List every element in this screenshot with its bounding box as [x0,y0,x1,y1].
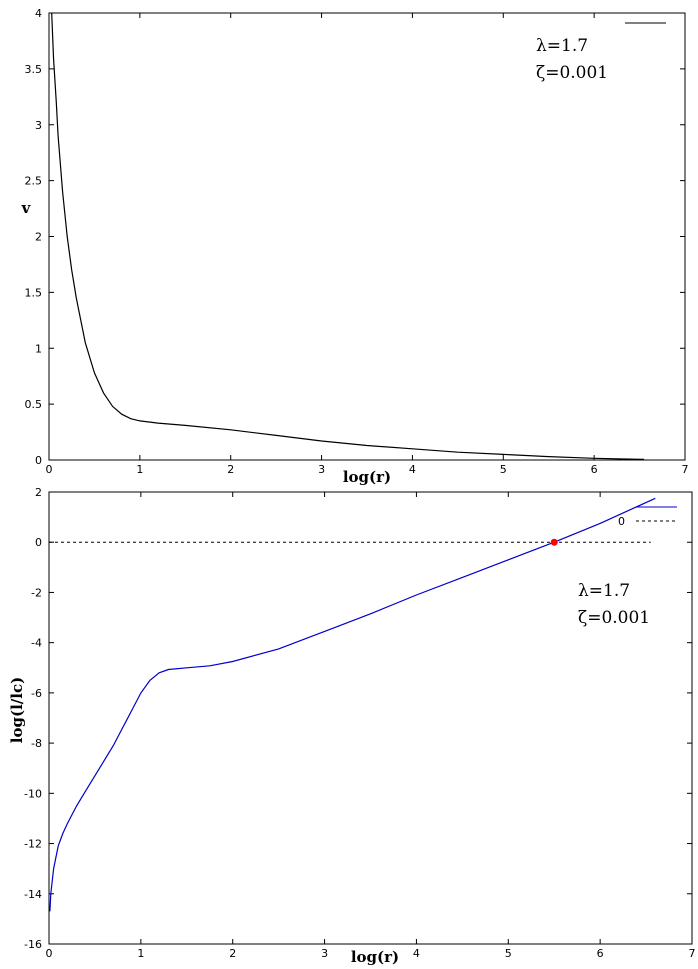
annotation-zeta: ζ=0.001 [578,608,650,628]
y-tick-label: -16 [24,938,42,951]
y-tick-label: 3.5 [25,63,43,76]
y-tick-label: 4 [35,7,42,20]
tick-group [48,491,693,945]
y-tick-label: 0 [35,454,42,467]
x-tick-label: 0 [46,947,53,960]
y-axis-label: log(l/lc) [8,677,26,743]
legend-label: 0 [618,515,625,528]
y-tick-label: -8 [31,737,42,750]
x-tick-label: 6 [597,947,604,960]
x-tick-label: 7 [689,947,696,960]
x-tick-label: 1 [137,947,144,960]
x-tick-label: 5 [505,947,512,960]
y-tick-label: -4 [31,637,42,650]
y-tick-label: -12 [24,838,42,851]
x-tick-label: 7 [682,463,689,476]
annotation-lambda: λ=1.7 [536,36,588,56]
x-tick-label: 3 [321,947,328,960]
y-tick-label: 2 [35,486,42,499]
y-tick-label: 2 [35,231,42,244]
y-tick-label: 0 [35,536,42,549]
annotation-lambda: λ=1.7 [578,581,630,601]
plot-frame [48,491,693,945]
annotation-zeta: ζ=0.001 [536,63,608,83]
y-tick-label: -6 [31,687,42,700]
x-axis-label: log(r) [351,948,399,966]
x-tick-label: 6 [591,463,598,476]
tick-group [48,12,686,461]
x-tick-label: 4 [413,947,420,960]
x-tick-label: 3 [318,463,325,476]
y-tick-label: 1.5 [25,286,43,299]
series-line [51,12,645,460]
x-tick-label: 0 [46,463,53,476]
critical-point-marker [550,538,558,546]
x-tick-label: 4 [409,463,416,476]
y-tick-label: 2.5 [25,175,43,188]
y-axis-label: v [21,199,32,217]
y-tick-label: 3 [35,119,42,132]
x-tick-label: 5 [500,463,507,476]
series-line [49,497,656,912]
x-tick-label: 2 [227,463,234,476]
tick-label-group: 0 1 2 3 4 5 6 7 -16 -14 -12 -10 -8 -6 -4 -2 0 2 [24,486,695,960]
tick-label-group: 0 1 2 3 4 5 6 7 0 0.5 1 1.5 2 2.5 3 3.5 4 [25,7,689,476]
x-axis-label: log(r) [343,468,391,486]
y-tick-label: 0.5 [25,398,43,411]
x-tick-label: 2 [229,947,236,960]
y-tick-label: -2 [31,586,42,599]
x-tick-label: 1 [136,463,143,476]
velocity-chart: 0 1 2 3 4 5 6 7 0 0.5 1 1.5 2 2.5 3 3.5 4 v log(r) λ=1.7… [21,7,689,486]
luminosity-chart: 0 1 2 3 4 5 6 7 -16 -14 -12 -10 -8 -6 -4 -2 0 2 0 log(l/l… [8,486,696,966]
y-tick-label: -10 [24,787,42,800]
y-tick-label: -14 [24,888,42,901]
y-tick-label: 1 [35,342,42,355]
